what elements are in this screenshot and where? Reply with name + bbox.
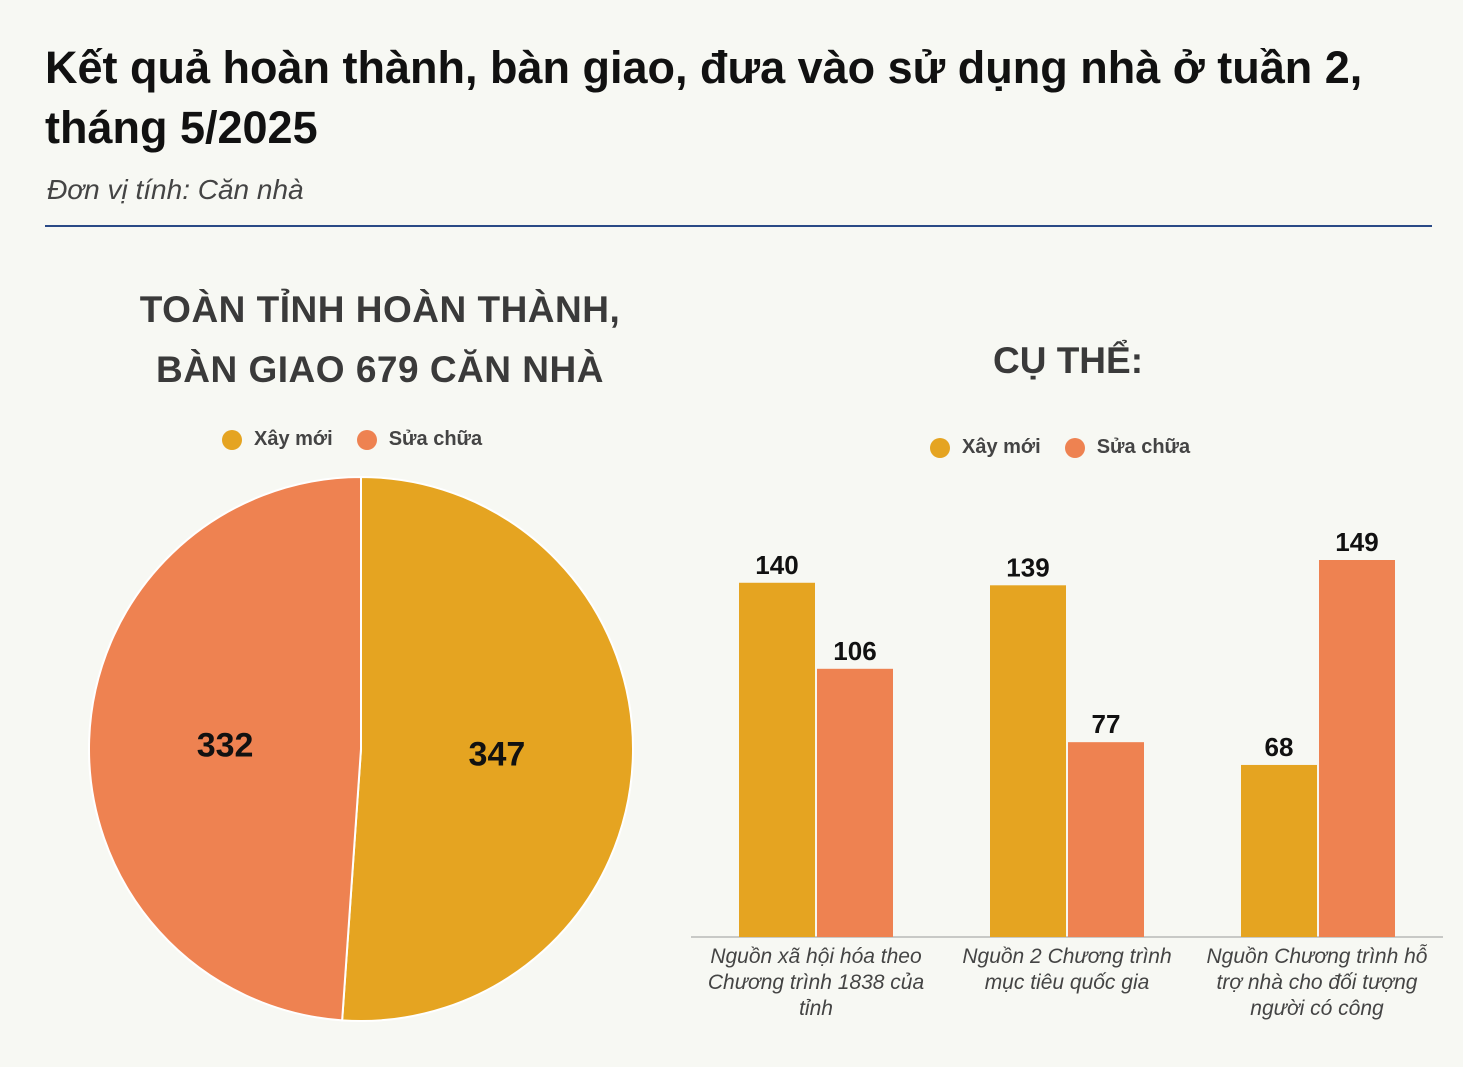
bar-category-label: Nguồn xã hội hóa theo Chương trình 1838 … bbox=[707, 945, 925, 1020]
legend-swatch-new bbox=[930, 437, 950, 458]
page-title: Kết quả hoàn thành, bàn giao, đưa vào sử… bbox=[45, 42, 1363, 153]
bar-value-label: 77 bbox=[1092, 709, 1121, 739]
legend-item-repair: Sửa chữa bbox=[356, 428, 483, 451]
legend-swatch-repair bbox=[356, 429, 377, 450]
pie-slice-label: 347 bbox=[469, 736, 526, 774]
bar-value-label: 139 bbox=[1006, 552, 1049, 582]
bar-category-label: Nguồn Chương trình hỗ trợ nhà cho đối tư… bbox=[1206, 945, 1428, 1020]
pie-slice-label: 332 bbox=[197, 726, 254, 764]
pie-heading: TOÀN TỈNH HOÀN THÀNH, BÀN GIAO 679 CĂN N… bbox=[60, 280, 700, 400]
legend-item-new: Xây mới bbox=[222, 428, 333, 451]
bar-heading: CỤ THỂ: bbox=[992, 340, 1144, 381]
legend-item-new: Xây mới bbox=[930, 436, 1041, 459]
divider bbox=[45, 225, 1432, 227]
bar bbox=[1319, 560, 1395, 937]
legend-label-repair: Sửa chữa bbox=[1096, 436, 1191, 458]
legend-swatch-new bbox=[222, 429, 242, 450]
bar bbox=[1068, 742, 1144, 937]
legend-swatch-repair bbox=[1064, 437, 1085, 458]
bar bbox=[739, 582, 815, 937]
pie-heading-line1: TOÀN TỈNH HOÀN THÀNH, bbox=[139, 289, 621, 330]
legend-label-new: Xây mới bbox=[962, 436, 1041, 458]
bar-value-label: 106 bbox=[833, 636, 876, 666]
pie-slice bbox=[341, 475, 634, 1022]
legend-label-new: Xây mới bbox=[254, 428, 333, 450]
bar bbox=[817, 668, 893, 937]
bar-category-label: Nguồn 2 Chương trình mục tiêu quốc gia bbox=[962, 945, 1172, 994]
bar bbox=[990, 585, 1066, 937]
bar-legend: Xây mới Sửa chữa bbox=[930, 436, 1214, 459]
legend-label-repair: Sửa chữa bbox=[388, 428, 483, 450]
bar-value-label: 68 bbox=[1265, 732, 1294, 762]
pie-slice bbox=[87, 475, 362, 1022]
unit-subtitle: Đơn vị tính: Căn nhà bbox=[47, 174, 304, 205]
bar-value-label: 140 bbox=[755, 550, 798, 580]
pie-heading-line2: BÀN GIAO 679 CĂN NHÀ bbox=[156, 349, 604, 390]
pie-legend: Xây mới Sửa chữa bbox=[222, 428, 506, 451]
legend-item-repair: Sửa chữa bbox=[1064, 436, 1191, 459]
bar-value-label: 149 bbox=[1335, 527, 1378, 557]
bar bbox=[1241, 764, 1317, 937]
